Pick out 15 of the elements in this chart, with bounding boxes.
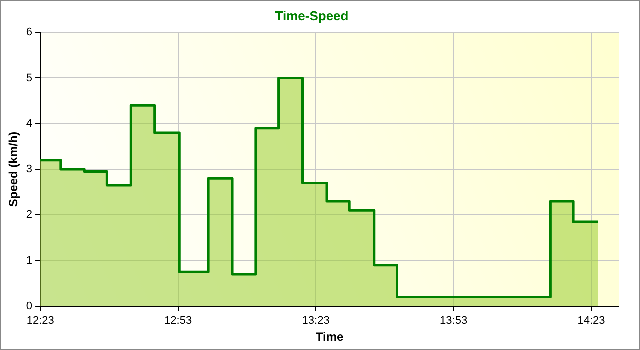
x-tick-label: 12:53 bbox=[164, 315, 192, 328]
x-tick-label: 12:23 bbox=[26, 315, 54, 328]
x-tick-label: 14:23 bbox=[578, 315, 606, 328]
y-tick-label: 6 bbox=[26, 26, 33, 39]
y-tick-label: 4 bbox=[26, 118, 33, 130]
chart-title: Time-Speed bbox=[275, 8, 349, 24]
x-tick-label: 13:23 bbox=[302, 315, 330, 328]
x-tick-label: 13:53 bbox=[440, 315, 468, 328]
y-tick-label: 5 bbox=[26, 72, 33, 84]
y-tick-label: 1 bbox=[26, 254, 33, 267]
x-axis-title: Time bbox=[316, 330, 344, 344]
y-tick-label: 0 bbox=[26, 300, 33, 312]
y-tick-label: 2 bbox=[26, 209, 33, 222]
y-axis-title: Speed (km/h) bbox=[6, 132, 21, 208]
y-tick-label: 3 bbox=[26, 164, 33, 176]
